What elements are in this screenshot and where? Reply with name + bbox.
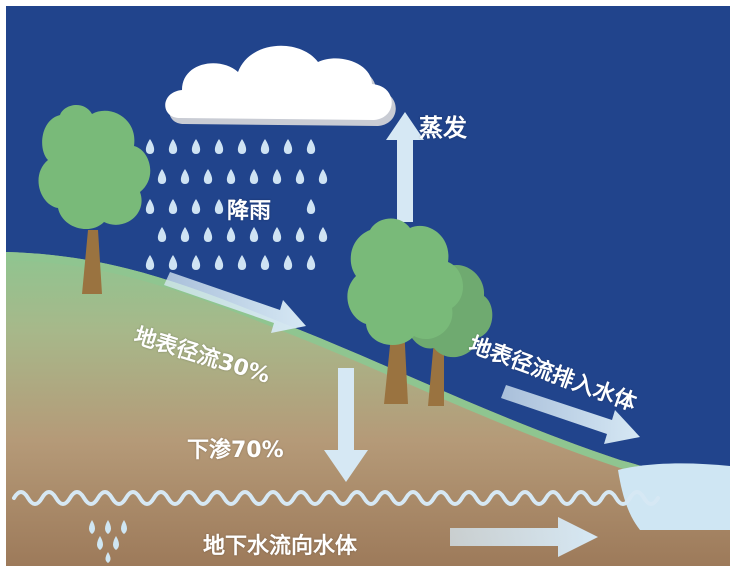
raindrop-icon xyxy=(191,255,201,270)
wave-icon xyxy=(12,490,660,506)
raindrop-icon xyxy=(180,169,190,184)
groundwater-drops xyxy=(89,520,127,563)
raindrop-icon xyxy=(283,139,293,154)
grass-edge xyxy=(6,252,730,498)
raindrop-icon xyxy=(295,169,305,184)
raindrop-icon xyxy=(168,139,178,154)
raindrop-icon xyxy=(306,139,316,154)
raindrop-icon xyxy=(145,255,155,270)
evaporation-label: 蒸发 xyxy=(419,114,467,142)
infiltration-arrow xyxy=(324,368,368,482)
rain-drops xyxy=(145,139,328,270)
raindrop-icon xyxy=(249,169,259,184)
tree-icon xyxy=(38,105,151,294)
raindrop-icon xyxy=(191,139,201,154)
raindrop-icon xyxy=(214,199,224,214)
raindrop-icon xyxy=(226,169,236,184)
raindrop-icon xyxy=(318,169,328,184)
raindrop-icon xyxy=(306,199,316,214)
rain-label: 降雨 xyxy=(227,199,272,224)
raindrop-icon xyxy=(203,169,213,184)
groundwater-flow-arrow xyxy=(450,517,598,557)
raindrop-icon xyxy=(249,227,259,242)
raindrop-icon xyxy=(168,199,178,214)
raindrop-icon xyxy=(145,139,155,154)
raindrop-icon xyxy=(272,227,282,242)
raindrop-icon xyxy=(237,255,247,270)
raindrop-icon xyxy=(260,139,270,154)
water-body xyxy=(618,463,730,530)
groundwater-flow-label: 地下水流向水体 xyxy=(203,534,358,559)
raindrop-icon xyxy=(260,255,270,270)
cloud-icon xyxy=(165,45,396,126)
raindrop-icon xyxy=(283,255,293,270)
surface-runoff-arrow xyxy=(164,272,306,333)
runoff-to-water-arrow xyxy=(501,385,640,444)
raindrop-icon xyxy=(203,227,213,242)
infiltration-label: 下渗70% xyxy=(187,438,284,463)
evaporation-arrow xyxy=(386,112,424,222)
raindrop-icon xyxy=(306,255,316,270)
tree-icon xyxy=(347,218,464,404)
raindrop-icon xyxy=(214,255,224,270)
raindrop-icon xyxy=(145,199,155,214)
raindrop-icon xyxy=(157,227,167,242)
raindrop-icon xyxy=(272,169,282,184)
raindrop-icon xyxy=(295,227,305,242)
ground-slope xyxy=(6,252,730,566)
raindrop-icon xyxy=(180,227,190,242)
raindrop-icon xyxy=(226,227,236,242)
raindrop-icon xyxy=(318,227,328,242)
raindrop-icon xyxy=(191,199,201,214)
raindrop-icon xyxy=(214,139,224,154)
raindrop-icon xyxy=(157,169,167,184)
raindrop-icon xyxy=(237,139,247,154)
raindrop-icon xyxy=(168,255,178,270)
